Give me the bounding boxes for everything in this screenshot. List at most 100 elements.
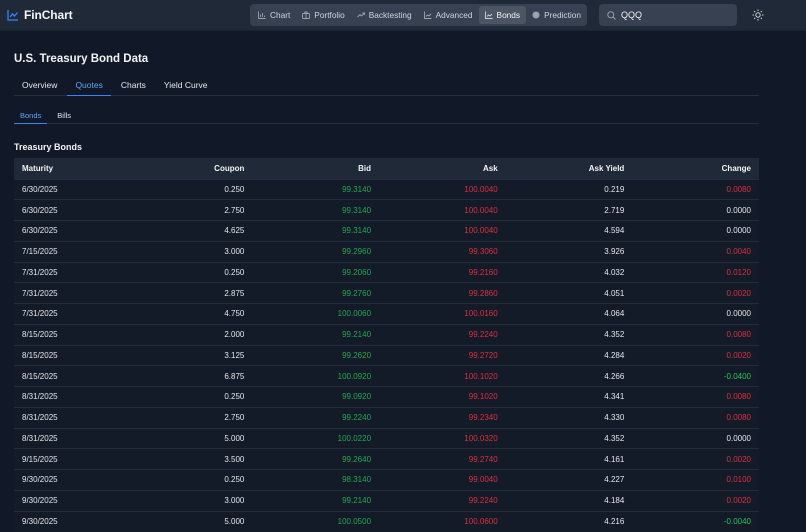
cell-maturity: 7/31/2025	[22, 288, 58, 298]
cell-maturity: 6/30/2025	[22, 226, 58, 236]
cell-maturity: 6/30/2025	[22, 205, 58, 215]
cell-coupon: 4.750	[224, 309, 245, 319]
nav-item-label: Bonds	[496, 10, 521, 20]
cell-ask: 99.2860	[468, 288, 498, 298]
table-header-row: Maturity Coupon Bid Ask Ask Yield Change	[14, 158, 759, 179]
cell-change: 0.0000	[726, 309, 751, 319]
table-row[interactable]: 8/15/2025 3.125 99.2620 99.2720 4.284 0.0020	[14, 345, 759, 366]
table-row[interactable]: 7/31/2025 0.250 99.2060 99.2160 4.032 0.0120	[14, 262, 759, 283]
table-row[interactable]: 6/30/2025 2.750 99.3140 100.0040 2.719 0.0000	[14, 199, 759, 221]
tab-overview[interactable]: Overview	[22, 80, 58, 90]
cell-maturity: 8/15/2025	[22, 371, 58, 381]
cell-maturity: 8/31/2025	[22, 433, 58, 443]
cell-coupon: 3.000	[224, 247, 245, 257]
cell-maturity: 7/31/2025	[22, 309, 58, 319]
subtab-bills[interactable]: Bills	[57, 111, 72, 120]
cell-bid: 100.0500	[337, 517, 372, 527]
column-header-coupon[interactable]: Coupon	[214, 163, 245, 173]
table-row[interactable]: 8/31/2025 5.000 100.0220 100.0320 4.352 0.000…	[14, 428, 759, 449]
cell-ask-yield: 4.330	[604, 413, 625, 423]
briefcase-icon	[302, 11, 311, 19]
column-header-change[interactable]: Change	[721, 163, 751, 173]
cell-change: -0.0040	[723, 517, 751, 527]
cell-ask-yield: 4.216	[604, 517, 625, 527]
column-header-bid[interactable]: Bid	[358, 163, 372, 173]
cell-ask: 99.2240	[468, 496, 498, 506]
cell-ask-yield: 4.352	[604, 330, 625, 340]
cell-change: 0.0080	[726, 184, 751, 194]
cell-change: -0.0400	[723, 371, 751, 381]
brand[interactable]: FinChart	[7, 8, 73, 22]
table-row[interactable]: 7/15/2025 3.000 99.2960 99.3060 3.926 0.0040	[14, 241, 759, 262]
cell-ask-yield: 2.719	[604, 205, 625, 215]
nav-item-bonds[interactable]: Bonds	[478, 6, 527, 24]
table-row[interactable]: 8/15/2025 6.875 100.0920 100.1020 4.266 -0.04…	[14, 365, 759, 387]
cell-change: 0.0000	[726, 226, 751, 236]
cell-coupon: 2.000	[224, 330, 245, 340]
cell-ask: 99.2740	[468, 454, 498, 464]
table-row[interactable]: 6/30/2025 0.250 99.3140 100.0040 0.219 0.0080	[14, 179, 759, 200]
cell-maturity: 9/30/2025	[22, 475, 58, 485]
table-row[interactable]: 9/15/2025 3.500 99.2640 99.2740 4.161 0.0020	[14, 448, 759, 470]
table-row[interactable]: 6/30/2025 4.625 99.3140 100.0040 4.594 0.0000	[14, 220, 759, 242]
cell-change: 0.0040	[726, 247, 751, 257]
trend-up-icon	[356, 12, 365, 18]
cell-change: 0.0120	[726, 267, 751, 277]
column-header-maturity[interactable]: Maturity	[22, 163, 54, 173]
subtab-bonds[interactable]: Bonds	[14, 107, 48, 124]
cell-coupon: 0.250	[224, 475, 245, 485]
column-header-ask[interactable]: Ask	[482, 163, 498, 173]
cell-bid: 99.3140	[342, 226, 372, 236]
table-row[interactable]: 8/15/2025 2.000 99.2140 99.2240 4.352 0.0080	[14, 324, 759, 345]
tab-quotes[interactable]: Quotes	[67, 74, 111, 96]
cell-maturity: 7/15/2025	[22, 247, 58, 257]
cell-coupon: 2.750	[224, 205, 245, 215]
bar-chart-icon	[258, 11, 266, 19]
cell-change: 0.0020	[726, 288, 751, 298]
cell-change: 0.0020	[726, 350, 751, 360]
cell-maturity: 8/15/2025	[22, 350, 58, 360]
tab-yield-curve[interactable]: Yield Curve	[163, 80, 208, 90]
nav-item-prediction[interactable]: Prediction	[526, 6, 587, 24]
line-chart-icon	[484, 11, 493, 19]
cell-bid: 100.0220	[337, 433, 372, 443]
table-row[interactable]: 7/31/2025 2.875 99.2760 99.2860 4.051 0.0020	[14, 282, 759, 304]
cell-ask-yield: 4.227	[604, 475, 625, 485]
cell-bid: 100.0920	[337, 371, 372, 381]
table-row[interactable]: 8/31/2025 2.750 99.2240 99.2340 4.330 0.0080	[14, 407, 759, 428]
cell-bid: 99.2140	[342, 330, 372, 340]
nav-item-chart[interactable]: Chart	[252, 6, 296, 24]
nav-item-portfolio[interactable]: Portfolio	[296, 6, 350, 24]
cell-ask: 99.0040	[468, 475, 498, 485]
cell-coupon: 0.250	[224, 267, 245, 277]
table-row[interactable]: 8/31/2025 0.250 99.0920 99.1020 4.341 0.0080	[14, 386, 759, 408]
table-row[interactable]: 9/30/2025 0.250 98.3140 99.0040 4.227 0.0100	[14, 469, 759, 491]
nav-item-label: Advanced	[435, 10, 473, 20]
nav-item-advanced[interactable]: Advanced	[418, 6, 479, 24]
cell-ask: 100.0040	[464, 226, 498, 236]
search-box[interactable]	[599, 4, 737, 26]
search-input[interactable]	[621, 10, 721, 20]
cell-coupon: 5.000	[224, 517, 245, 527]
main-nav: Chart Portfolio Backtesting Advanced Bon…	[250, 4, 587, 26]
table-row[interactable]: 7/31/2025 4.750 100.0060 100.0160 4.064 0.000…	[14, 303, 759, 325]
cell-ask: 99.3060	[468, 247, 498, 257]
sun-icon[interactable]	[752, 9, 764, 21]
section-title: Treasury Bonds	[14, 142, 83, 152]
nav-item-backtesting[interactable]: Backtesting	[351, 6, 418, 24]
cell-change: 0.0020	[726, 496, 751, 506]
cell-ask-yield: 3.926	[604, 247, 625, 257]
table-row[interactable]: 9/30/2025 3.000 99.2140 99.2240 4.184 0.0020	[14, 490, 759, 511]
table-row[interactable]: 9/30/2025 5.000 100.0500 100.0600 4.216 -0.00…	[14, 511, 759, 532]
cell-ask-yield: 4.266	[604, 371, 625, 381]
line-chart-icon	[423, 11, 432, 19]
cell-bid: 99.3140	[342, 184, 372, 194]
cell-bid: 99.0920	[342, 392, 372, 402]
cell-coupon: 3.000	[224, 496, 245, 506]
top-bar: FinChart Chart Portfolio Backtesting Adv…	[0, 0, 806, 31]
cell-ask: 100.0320	[464, 433, 498, 443]
column-header-ask-yield[interactable]: Ask Yield	[588, 163, 625, 173]
treasury-bonds-table: Maturity Coupon Bid Ask Ask Yield Change…	[14, 158, 759, 532]
tab-charts[interactable]: Charts	[120, 80, 146, 90]
cell-maturity: 8/15/2025	[22, 330, 58, 340]
